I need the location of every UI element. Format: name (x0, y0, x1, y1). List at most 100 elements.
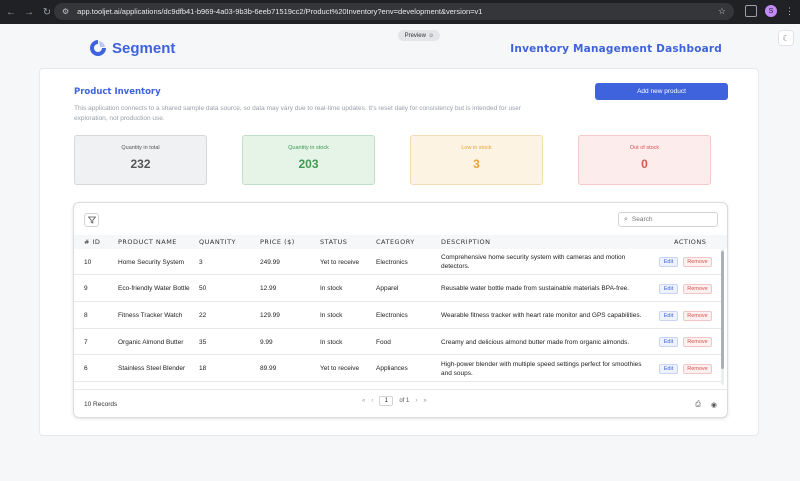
cell-quantity: 50 (199, 285, 207, 292)
forward-icon[interactable]: → (24, 6, 34, 18)
add-product-button[interactable]: Add new product (595, 83, 728, 100)
cell-id: 8 (84, 312, 88, 319)
url-text: app.tooljet.ai/applications/dc9dfb41-b96… (77, 7, 483, 16)
cell-id: 9 (84, 285, 88, 292)
section-title: Product Inventory (74, 87, 161, 97)
cell-price: 249.99 (260, 259, 280, 266)
page-number-input[interactable]: 1 (379, 396, 394, 406)
cell-id: 6 (84, 365, 88, 372)
download-icon[interactable]: ⎙ (695, 401, 701, 408)
cell-price: 12.99 (260, 285, 277, 292)
cell-description: Wearable fitness tracker with heart rate… (441, 312, 642, 319)
column-header-quantity[interactable]: QUANTITY (199, 238, 237, 246)
stat-total-card: Quantity in total 232 (74, 135, 207, 185)
stat-total-label: Quantity in total (121, 145, 160, 151)
column-header-price[interactable]: PRICE ($) (260, 238, 295, 246)
cell-name: Home Security System (118, 259, 185, 266)
cell-quantity: 22 (199, 312, 207, 319)
column-visibility-icon[interactable]: ◉ (710, 402, 717, 409)
cell-price: 89.99 (260, 365, 277, 372)
description-text: This application connects to a shared sa… (74, 105, 522, 122)
cell-name: Stainless Steel Blender (118, 365, 186, 372)
table-row[interactable]: 10 Home Security System 3 249.99 Yet to rece… (74, 249, 722, 275)
cell-category: Food (376, 339, 391, 346)
remove-button[interactable]: Remove (683, 284, 712, 294)
column-header-category[interactable]: CATEGORY (376, 238, 415, 246)
cell-description: Reusable water bottle made from sustaina… (441, 285, 630, 292)
remove-button[interactable]: Remove (683, 337, 712, 347)
app-header: Segment Preview ⚙ Inventory Management D… (0, 24, 800, 68)
first-page-icon[interactable]: « (362, 398, 366, 404)
table-scrollbar[interactable] (721, 249, 724, 385)
scrollbar-thumb[interactable] (721, 251, 724, 369)
edit-button[interactable]: Edit (659, 364, 678, 374)
column-header-status[interactable]: STATUS (320, 238, 348, 246)
site-info-icon[interactable]: ⚙ (62, 7, 70, 16)
stat-out-of-stock-value: 0 (641, 157, 648, 171)
browser-menu-icon[interactable]: ⋮ (785, 5, 794, 16)
cell-id: 7 (84, 339, 88, 346)
column-header-id[interactable]: # ID (84, 238, 101, 246)
stat-in-stock-label: Quantity in stock (288, 145, 329, 151)
logo: Segment (88, 38, 175, 58)
table-header: # ID PRODUCT NAME QUANTITY PRICE ($) STA… (74, 235, 727, 249)
edit-button[interactable]: Edit (659, 311, 678, 321)
back-icon[interactable]: ← (6, 6, 16, 18)
reload-icon[interactable]: ↻ (42, 6, 52, 18)
stat-out-of-stock-card: Out of stock 0 (578, 135, 711, 185)
remove-button[interactable]: Remove (683, 257, 712, 267)
address-bar[interactable]: ⚙ app.tooljet.ai/applications/dc9dfb41-b… (54, 3, 734, 20)
edit-button[interactable]: Edit (659, 337, 678, 347)
search-input[interactable] (631, 216, 712, 223)
cell-name: Fitness Tracker Watch (118, 312, 183, 319)
records-count: 10 Records (84, 401, 118, 408)
stat-low-stock-label: Low in stock (461, 145, 492, 151)
cell-quantity: 3 (199, 259, 203, 266)
edit-button[interactable]: Edit (659, 257, 678, 267)
cell-category: Electronics (376, 259, 408, 266)
cell-status: Yet to receive (320, 259, 360, 266)
preview-settings-icon[interactable]: ⚙ (428, 32, 434, 39)
profile-avatar[interactable]: S (765, 5, 777, 17)
inventory-table: ⌕ # ID PRODUCT NAME QUANTITY PRICE ($) S… (73, 202, 728, 418)
preview-badge[interactable]: Preview ⚙ (398, 30, 440, 41)
next-page-icon[interactable]: › (415, 398, 418, 404)
cell-status: In stock (320, 339, 343, 346)
inventory-card: Product Inventory This application conne… (39, 68, 759, 436)
table-row[interactable]: 7 Organic Almond Butter 35 9.99 In stock Food… (74, 329, 722, 355)
dashboard-title: Inventory Management Dashboard (510, 43, 722, 55)
last-page-icon[interactable]: » (423, 398, 427, 404)
cell-status: Yet to receive (320, 365, 360, 372)
column-header-actions: ACTIONS (674, 238, 707, 246)
logo-text: Segment (112, 39, 176, 57)
column-header-product-name[interactable]: PRODUCT NAME (118, 238, 177, 246)
prev-page-icon[interactable]: ‹ (371, 398, 374, 404)
cell-quantity: 18 (199, 365, 207, 372)
cell-description: High-power blender with multiple speed s… (441, 361, 642, 377)
remove-button[interactable]: Remove (683, 311, 712, 321)
segment-logo-icon (90, 40, 106, 56)
remove-button[interactable]: Remove (683, 364, 712, 374)
cell-description: Creamy and delicious almond butter made … (441, 339, 630, 346)
table-row[interactable]: 9 Eco-friendly Water Bottle 50 12.99 In stoc… (74, 275, 722, 302)
cell-price: 129.99 (260, 312, 280, 319)
stat-total-value: 232 (130, 157, 151, 171)
app-canvas: Segment Preview ⚙ Inventory Management D… (0, 24, 800, 481)
table-row[interactable]: 8 Fitness Tracker Watch 22 129.99 In stock El… (74, 302, 722, 329)
edit-button[interactable]: Edit (659, 284, 678, 294)
stat-low-stock-value: 3 (473, 157, 480, 171)
table-footer: 10 Records « ‹ 1 of 1 › » ⎙ ◉ (74, 389, 727, 417)
dark-mode-toggle-icon[interactable]: ☾ (778, 30, 794, 46)
pagination: « ‹ 1 of 1 › » (362, 396, 427, 406)
cell-category: Appliances (376, 365, 408, 372)
extensions-icon[interactable] (745, 5, 757, 17)
bookmark-star-icon[interactable]: ☆ (717, 6, 726, 16)
table-row[interactable]: 6 Stainless Steel Blender 18 89.99 Yet to re… (74, 355, 722, 382)
search-box[interactable]: ⌕ (618, 212, 718, 227)
cell-category: Electronics (376, 312, 408, 319)
filter-icon[interactable] (84, 213, 99, 227)
stat-in-stock-card: Quantity in stock 203 (242, 135, 375, 185)
cell-status: In stock (320, 312, 343, 319)
search-icon: ⌕ (624, 215, 628, 223)
column-header-description[interactable]: DESCRIPTION (441, 238, 491, 246)
